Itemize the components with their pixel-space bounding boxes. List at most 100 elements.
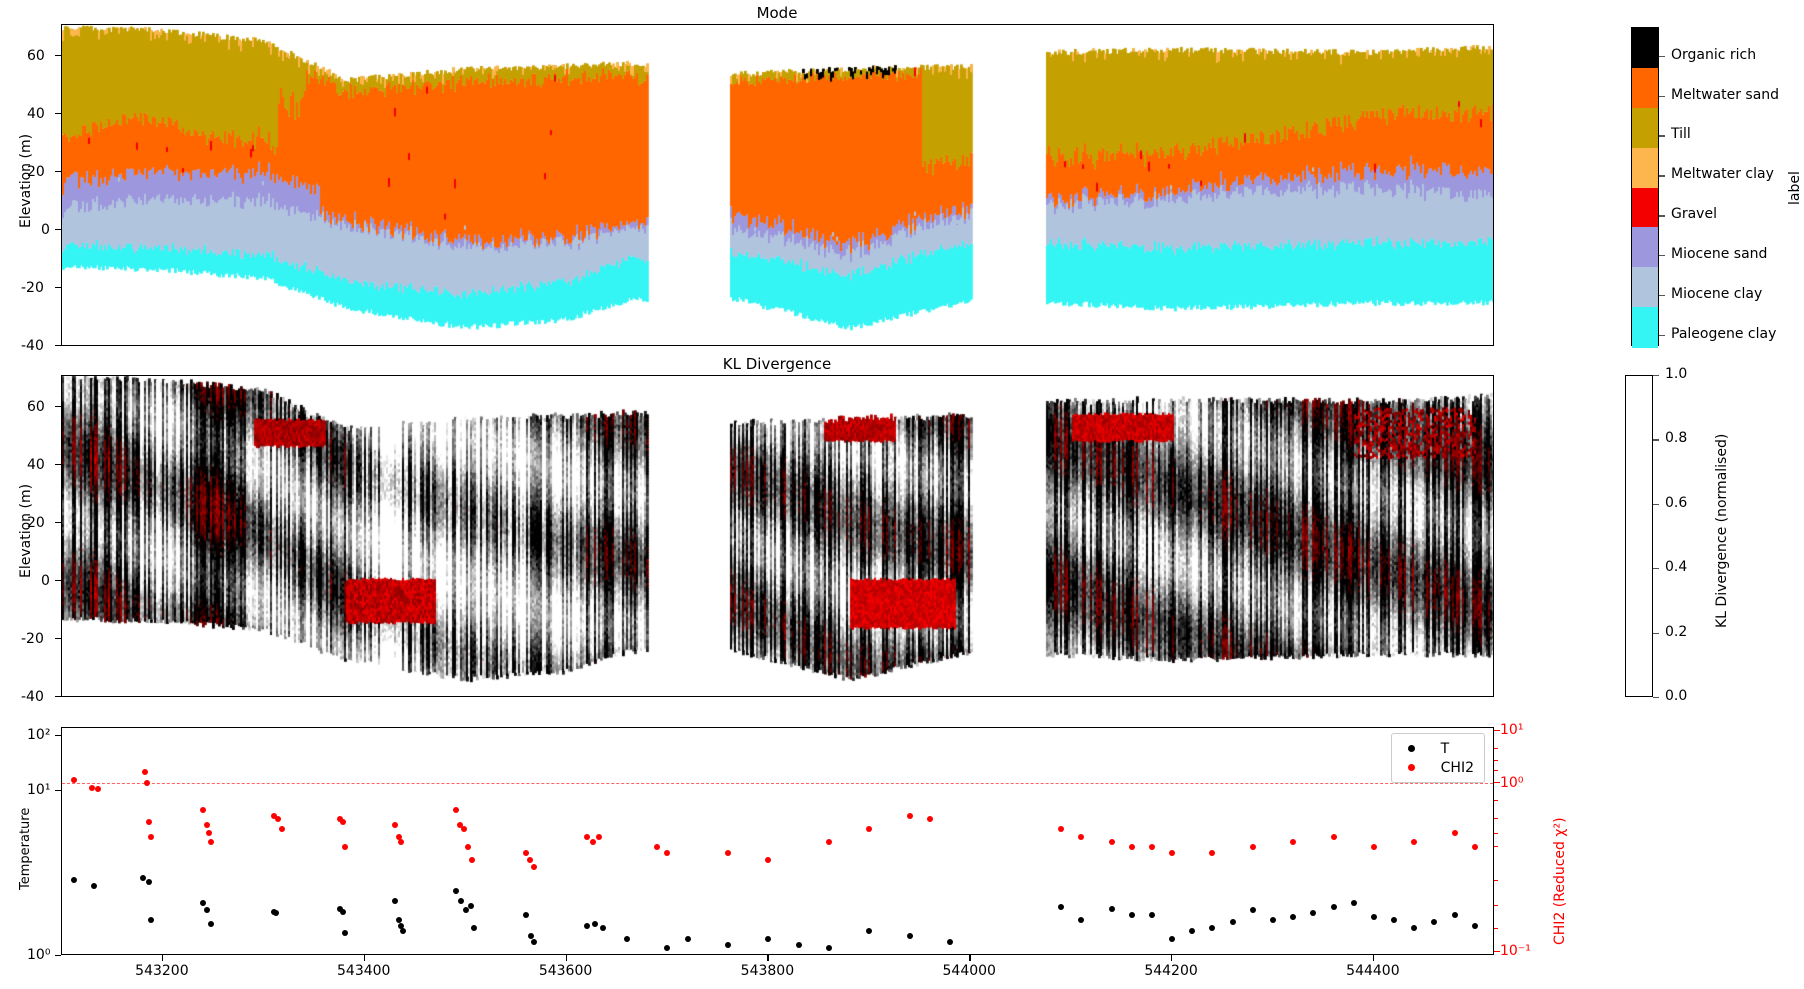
mode-axes[interactable] [61,24,1494,346]
scatter-point-chi2 [765,856,772,863]
scatter-point-chi2 [452,807,459,814]
mode-ylabel: Elevation (m) [18,133,34,228]
scatter-point-t [906,932,913,939]
scatter-point-t [1451,911,1458,918]
kl-colorbar-ticklabel: 0.0 [1665,688,1688,704]
scatter-point-chi2 [460,826,467,832]
scatter-point-t [1269,917,1276,924]
scatter-point-chi2 [204,822,211,829]
scatter-point-chi2 [1078,834,1085,841]
scatter-point-t [1290,913,1297,920]
kl-heatmap [62,376,1493,696]
scatter-xticklabel: 544200 [1144,963,1198,979]
label-colorbar-segment [1632,107,1658,149]
scatter-point-chi2 [1471,844,1478,851]
label-colorbar[interactable] [1631,27,1659,348]
scatter-point-chi2 [270,812,277,819]
label-colorbar-ticklabel: Gravel [1671,206,1717,223]
scatter-point-chi2 [1451,829,1458,836]
mode-ytick-m20: -20 [21,280,44,296]
scatter-point-t [1189,927,1196,934]
scatter-point-chi2 [71,776,78,783]
kl-axes[interactable] [61,375,1494,697]
legend-label-chi2: CHI2 [1440,759,1474,776]
label-colorbar-segment [1632,147,1658,189]
scatter-point-chi2 [906,812,913,819]
kl-colorbar-title: KL Divergence (normalised) [1714,433,1730,628]
kl-ytick-60: 60 [27,399,45,415]
scatter-ytick-1e1: 10¹ [27,782,51,798]
scatter-point-chi2 [339,818,346,825]
scatter-point-chi2 [654,844,661,851]
scatter-point-t [470,925,477,932]
scatter-point-chi2 [1108,839,1115,845]
scatter-xtickmark [565,955,567,961]
scatter-point-t [1229,919,1236,926]
scatter-ylabel-right: CHI2 (Reduced χ²) [1552,817,1568,945]
scatter-point-t [91,882,98,889]
scatter-point-t [452,888,459,895]
kl-colorbar-tickmark [1653,375,1659,377]
scatter-xticklabel: 544000 [942,963,996,979]
legend-label-t: T [1440,740,1450,757]
scatter-point-t [947,938,954,945]
legend-item-chi2[interactable]: CHI2 [1400,758,1474,777]
scatter-point-chi2 [527,856,534,863]
kl-colorbar-gradient [1626,376,1652,696]
scatter-point-chi2 [208,839,215,845]
scatter-point-chi2 [595,834,602,841]
scatter-point-t [467,902,474,909]
scatter-xtickmark [767,955,769,961]
scatter-point-t [339,908,346,915]
scatter-point-chi2 [147,834,154,841]
label-colorbar-segment [1632,227,1658,268]
scatter-point-t [398,923,405,930]
scatter-point-chi2 [1290,839,1297,845]
scatter-point-chi2 [1370,844,1377,851]
scatter-point-chi2 [278,826,285,832]
mode-ytick-40: 40 [27,106,45,122]
scatter-xticklabel: 543800 [740,963,795,979]
legend-item-t[interactable]: T [1400,739,1474,758]
label-colorbar-segment [1632,28,1658,69]
label-colorbar-ticklabel: Meltwater clay [1671,166,1774,183]
scatter-point-chi2 [1058,826,1065,832]
scatter-point-chi2 [145,818,152,825]
scatter-rtick-1em1: 10⁻¹ [1500,943,1531,959]
scatter-point-chi2 [589,839,596,845]
scatter-point-chi2 [1209,850,1216,857]
scatter-xtickmark [1372,955,1375,961]
scatter-point-chi2 [396,834,403,841]
scatter-axes[interactable]: T CHI2 [61,727,1494,955]
scatter-point-t [624,935,631,942]
scatter-point-chi2 [725,850,732,857]
chi2-threshold-line [62,783,1493,784]
kl-colorbar[interactable] [1625,375,1653,697]
mode-ytick-m40: -40 [21,338,44,354]
scatter-point-t [336,905,343,912]
scatter-point-t [1471,923,1478,930]
scatter-point-chi2 [468,856,475,863]
scatter-point-t [1078,917,1085,924]
kl-ytick-m20: -20 [21,631,44,647]
label-colorbar-tickmark [1659,294,1665,297]
mode-panel-title: Mode [756,4,798,22]
scatter-point-chi2 [1411,839,1418,845]
scatter-point-chi2 [1169,850,1176,857]
scatter-point-chi2 [336,815,343,822]
scatter-legend[interactable]: T CHI2 [1390,733,1485,783]
kl-colorbar-ticklabel: 0.6 [1665,494,1688,511]
kl-ytick-m40: -40 [21,689,44,705]
scatter-point-t [725,941,732,948]
scatter-point-chi2 [392,822,399,829]
scatter-xticklabel: 543200 [135,963,189,979]
label-colorbar-ticklabel: Meltwater sand [1671,86,1780,103]
scatter-point-t [272,910,279,917]
scatter-point-t [583,923,590,930]
label-colorbar-tickmark [1659,175,1665,177]
kl-colorbar-ticklabel: 0.2 [1665,623,1688,640]
scatter-point-chi2 [206,829,213,836]
scatter-point-t [1411,925,1418,932]
scatter-point-t [145,878,152,885]
